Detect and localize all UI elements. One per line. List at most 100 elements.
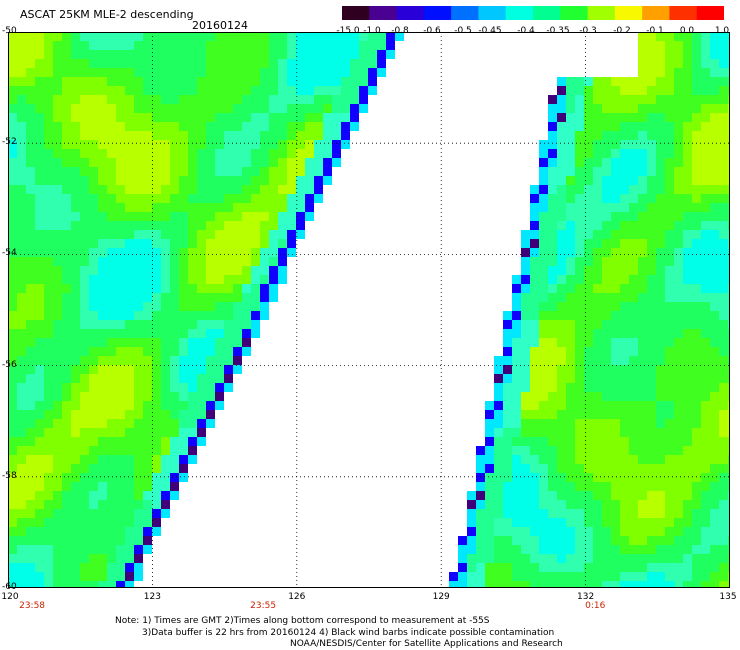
colorbar-label: -0.3 bbox=[579, 26, 597, 36]
wind-cell bbox=[557, 302, 566, 311]
wind-cell bbox=[197, 437, 206, 446]
wind-cell bbox=[188, 257, 197, 266]
wind-cell bbox=[26, 266, 35, 275]
wind-cell bbox=[89, 95, 98, 104]
colorbar-swatch bbox=[533, 6, 561, 20]
wind-cell bbox=[656, 365, 665, 374]
wind-cell bbox=[620, 194, 629, 203]
wind-cell bbox=[26, 59, 35, 68]
wind-cell bbox=[251, 131, 260, 140]
wind-cell bbox=[683, 86, 692, 95]
wind-cell bbox=[314, 140, 323, 149]
wind-cell bbox=[278, 266, 287, 275]
wind-cell bbox=[548, 437, 557, 446]
wind-cell bbox=[53, 554, 62, 563]
wind-cell bbox=[665, 257, 674, 266]
wind-cell bbox=[161, 158, 170, 167]
wind-cell bbox=[305, 140, 314, 149]
wind-cell bbox=[17, 419, 26, 428]
wind-cell bbox=[170, 338, 179, 347]
wind-cell bbox=[611, 536, 620, 545]
wind-cell bbox=[692, 509, 701, 518]
wind-cell bbox=[584, 302, 593, 311]
wind-cell bbox=[602, 95, 611, 104]
wind-cell bbox=[512, 410, 521, 419]
wind-cell bbox=[242, 185, 251, 194]
wind-cell bbox=[143, 545, 152, 554]
wind-cell bbox=[35, 554, 44, 563]
wind-cell bbox=[611, 419, 620, 428]
longitude-label: 123 bbox=[143, 592, 161, 602]
wind-cell bbox=[692, 185, 701, 194]
wind-cell bbox=[683, 293, 692, 302]
wind-cell bbox=[134, 185, 143, 194]
wind-cell bbox=[350, 86, 359, 95]
wind-cell bbox=[566, 437, 575, 446]
wind-cell bbox=[89, 149, 98, 158]
wind-cell bbox=[584, 329, 593, 338]
wind-cell bbox=[710, 581, 719, 588]
wind-cell bbox=[710, 77, 719, 86]
wind-cell bbox=[575, 131, 584, 140]
wind-cell bbox=[26, 401, 35, 410]
wind-cell bbox=[62, 104, 71, 113]
wind-cell bbox=[557, 410, 566, 419]
wind-cell bbox=[557, 203, 566, 212]
wind-cell bbox=[170, 293, 179, 302]
wind-cell bbox=[134, 374, 143, 383]
wind-cell bbox=[170, 248, 179, 257]
wind-cell bbox=[260, 248, 269, 257]
wind-cell bbox=[647, 113, 656, 122]
wind-cell bbox=[44, 203, 53, 212]
wind-cell bbox=[143, 419, 152, 428]
wind-cell bbox=[593, 563, 602, 572]
wind-cell bbox=[143, 446, 152, 455]
wind-cell bbox=[368, 41, 377, 50]
wind-cell bbox=[629, 320, 638, 329]
wind-cell bbox=[620, 527, 629, 536]
wind-cell bbox=[260, 266, 269, 275]
wind-cell bbox=[683, 284, 692, 293]
wind-cell bbox=[566, 491, 575, 500]
wind-cell bbox=[467, 572, 476, 581]
wind-cell bbox=[107, 185, 116, 194]
wind-cell bbox=[593, 212, 602, 221]
wind-cell bbox=[224, 32, 233, 41]
wind-cell bbox=[143, 410, 152, 419]
wind-cell bbox=[692, 158, 701, 167]
wind-cell bbox=[512, 419, 521, 428]
wind-cell bbox=[206, 257, 215, 266]
wind-cell bbox=[152, 383, 161, 392]
wind-cell bbox=[674, 455, 683, 464]
wind-cell bbox=[116, 122, 125, 131]
wind-cell bbox=[170, 275, 179, 284]
wind-cell bbox=[719, 365, 728, 374]
wind-cell bbox=[557, 365, 566, 374]
wind-cell bbox=[629, 518, 638, 527]
wind-cell bbox=[251, 140, 260, 149]
wind-cell bbox=[548, 464, 557, 473]
wind-cell bbox=[107, 32, 116, 41]
wind-cell bbox=[89, 158, 98, 167]
wind-cell bbox=[233, 302, 242, 311]
wind-cell bbox=[611, 185, 620, 194]
wind-cell bbox=[377, 50, 386, 59]
wind-cell bbox=[17, 50, 26, 59]
wind-cell bbox=[80, 50, 89, 59]
wind-cell bbox=[107, 122, 116, 131]
wind-cell bbox=[557, 77, 566, 86]
wind-cell bbox=[512, 518, 521, 527]
wind-cell bbox=[656, 149, 665, 158]
wind-cell bbox=[593, 194, 602, 203]
wind-cell bbox=[125, 158, 134, 167]
wind-cell bbox=[224, 158, 233, 167]
wind-cell bbox=[638, 149, 647, 158]
wind-cell bbox=[575, 194, 584, 203]
wind-cell bbox=[557, 329, 566, 338]
wind-cell bbox=[683, 194, 692, 203]
time-label: 0:16 bbox=[585, 601, 606, 611]
wind-cell bbox=[53, 455, 62, 464]
wind-cell bbox=[53, 401, 62, 410]
wind-cell bbox=[701, 473, 710, 482]
wind-cell bbox=[674, 329, 683, 338]
